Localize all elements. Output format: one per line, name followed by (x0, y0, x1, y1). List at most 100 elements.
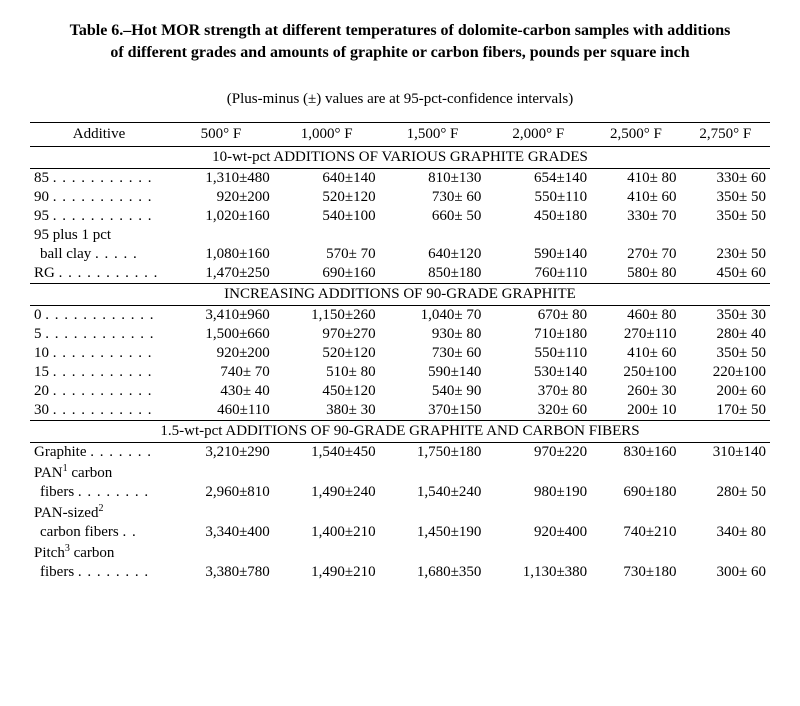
value-cell: 410± 60 (591, 188, 680, 207)
table-row: fibers . . . . . . . .2,960±8101,490±240… (30, 483, 770, 502)
value-cell: 200± 60 (681, 382, 770, 401)
table-row: fibers . . . . . . . .3,380±7801,490±210… (30, 563, 770, 582)
section-header-text: 1.5-wt-pct ADDITIONS OF 90-GRADE GRAPHIT… (30, 421, 770, 443)
value-cell (485, 502, 591, 523)
value-cell: 200± 10 (591, 401, 680, 421)
value-cell: 970±220 (485, 443, 591, 463)
value-cell: 1,150±260 (274, 306, 380, 326)
value-cell: 590±140 (485, 245, 591, 264)
title-line-2: of different grades and amounts of graph… (110, 44, 689, 61)
value-cell: 3,410±960 (168, 306, 274, 326)
col-additive: Additive (30, 123, 168, 147)
table-row: 90 . . . . . . . . . . .920±200520±12073… (30, 188, 770, 207)
value-cell: 330± 60 (681, 169, 770, 189)
value-cell: 3,340±400 (168, 523, 274, 542)
value-cell: 830±160 (591, 443, 680, 463)
additive-cell: 95 plus 1 pct (30, 226, 168, 245)
value-cell (274, 462, 380, 483)
value-cell: 850±180 (380, 264, 486, 284)
value-cell: 1,470±250 (168, 264, 274, 284)
value-cell: 350± 30 (681, 306, 770, 326)
value-cell: 450±180 (485, 207, 591, 226)
value-cell: 410± 80 (591, 169, 680, 189)
table-row: 30 . . . . . . . . . . .460±110380± 3037… (30, 401, 770, 421)
value-cell: 570± 70 (274, 245, 380, 264)
table-row: 20 . . . . . . . . . . .430± 40450±12054… (30, 382, 770, 401)
value-cell (591, 542, 680, 563)
value-cell: 230± 50 (681, 245, 770, 264)
value-cell: 654±140 (485, 169, 591, 189)
value-cell: 1,540±240 (380, 483, 486, 502)
table-row: 95 plus 1 pct (30, 226, 770, 245)
value-cell: 710±180 (485, 325, 591, 344)
value-cell (681, 462, 770, 483)
value-cell: 3,210±290 (168, 443, 274, 463)
table-row: RG . . . . . . . . . . .1,470±250690±160… (30, 264, 770, 284)
value-cell: 590±140 (380, 363, 486, 382)
value-cell: 550±110 (485, 188, 591, 207)
value-cell: 430± 40 (168, 382, 274, 401)
value-cell (681, 226, 770, 245)
value-cell: 580± 80 (591, 264, 680, 284)
value-cell: 350± 50 (681, 344, 770, 363)
value-cell (485, 226, 591, 245)
col-1500f: 1,500° F (380, 123, 486, 147)
additive-cell: 20 . . . . . . . . . . . (30, 382, 168, 401)
additive-cell: 95 . . . . . . . . . . . (30, 207, 168, 226)
value-cell: 550±110 (485, 344, 591, 363)
table-title: Table 6.–Hot MOR strength at different t… (30, 20, 770, 63)
col-1000f: 1,000° F (274, 123, 380, 147)
table-row: ball clay . . . . .1,080±160570± 70640±1… (30, 245, 770, 264)
value-cell: 540±100 (274, 207, 380, 226)
additive-cell: 0 . . . . . . . . . . . . (30, 306, 168, 326)
table-row: 10 . . . . . . . . . . .920±200520±12073… (30, 344, 770, 363)
additive-cell: 30 . . . . . . . . . . . (30, 401, 168, 421)
additive-cell: fibers . . . . . . . . (30, 563, 168, 582)
value-cell: 1,400±210 (274, 523, 380, 542)
value-cell: 270±110 (591, 325, 680, 344)
value-cell: 280± 50 (681, 483, 770, 502)
value-cell: 330± 70 (591, 207, 680, 226)
value-cell (380, 542, 486, 563)
value-cell: 270± 70 (591, 245, 680, 264)
col-2500f: 2,500° F (591, 123, 680, 147)
value-cell (168, 462, 274, 483)
value-cell: 1,080±160 (168, 245, 274, 264)
value-cell: 670± 80 (485, 306, 591, 326)
value-cell: 520±120 (274, 188, 380, 207)
value-cell: 260± 30 (591, 382, 680, 401)
value-cell (591, 462, 680, 483)
additive-cell: 85 . . . . . . . . . . . (30, 169, 168, 189)
value-cell: 450± 60 (681, 264, 770, 284)
value-cell: 280± 40 (681, 325, 770, 344)
table-row: Graphite . . . . . . .3,210±2901,540±450… (30, 443, 770, 463)
value-cell: 730± 60 (380, 188, 486, 207)
col-2000f: 2,000° F (485, 123, 591, 147)
value-cell (380, 226, 486, 245)
value-cell: 1,310±480 (168, 169, 274, 189)
value-cell: 460±110 (168, 401, 274, 421)
value-cell: 370±150 (380, 401, 486, 421)
section-header-text: INCREASING ADDITIONS OF 90-GRADE GRAPHIT… (30, 284, 770, 306)
value-cell (168, 502, 274, 523)
value-cell: 1,680±350 (380, 563, 486, 582)
additive-cell: fibers . . . . . . . . (30, 483, 168, 502)
additive-cell: carbon fibers . . (30, 523, 168, 542)
value-cell (681, 542, 770, 563)
table-subtitle: (Plus-minus (±) values are at 95-pct-con… (30, 91, 770, 108)
table-row: PAN-sized2 (30, 502, 770, 523)
value-cell (274, 502, 380, 523)
value-cell: 1,040± 70 (380, 306, 486, 326)
value-cell: 1,020±160 (168, 207, 274, 226)
additive-cell: 15 . . . . . . . . . . . (30, 363, 168, 382)
table-row: 85 . . . . . . . . . . .1,310±480640±140… (30, 169, 770, 189)
value-cell: 3,380±780 (168, 563, 274, 582)
value-cell: 540± 90 (380, 382, 486, 401)
additive-cell: ball clay . . . . . (30, 245, 168, 264)
value-cell (380, 462, 486, 483)
additive-cell: 90 . . . . . . . . . . . (30, 188, 168, 207)
section-header: 10-wt-pct ADDITIONS OF VARIOUS GRAPHITE … (30, 147, 770, 169)
value-cell: 980±190 (485, 483, 591, 502)
value-cell: 220±100 (681, 363, 770, 382)
value-cell (591, 502, 680, 523)
